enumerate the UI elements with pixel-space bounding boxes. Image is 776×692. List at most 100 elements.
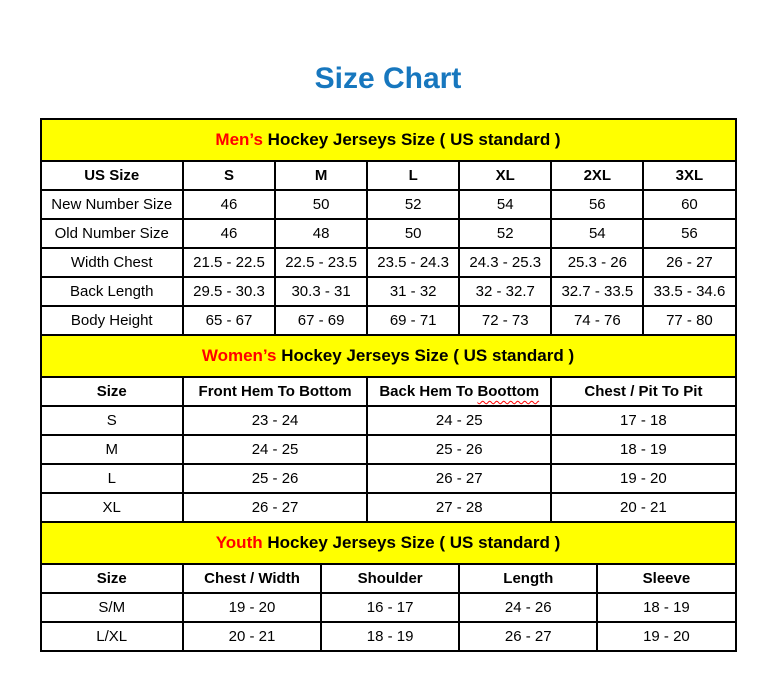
table-row: Width Chest 21.5 - 22.5 22.5 - 23.5 23.5 - … <box>39 247 737 278</box>
womens-size-table: Women’s Hockey Jerseys Size ( US standar… <box>39 334 737 523</box>
size-value: 24.3 - 25.3 <box>458 247 553 278</box>
table-row: M 24 - 25 25 - 26 18 - 19 <box>39 434 737 465</box>
banner-highlight-text: Women’s <box>201 346 277 365</box>
size-value: 54 <box>550 218 645 249</box>
table-row: S 23 - 24 24 - 25 17 - 18 <box>39 405 737 436</box>
size-value: 32.7 - 33.5 <box>550 276 645 307</box>
size-value: 23.5 - 24.3 <box>366 247 461 278</box>
size-value: 77 - 80 <box>642 305 737 336</box>
column-header: Shoulder <box>320 563 461 594</box>
column-header-row: Size Front Hem To Bottom Back Hem To Boott… <box>39 376 737 407</box>
size-value: 52 <box>366 189 461 220</box>
size-value: 52 <box>458 218 553 249</box>
size-value: 72 - 73 <box>458 305 553 336</box>
banner-text: Hockey Jerseys Size ( US standard ) <box>262 533 561 552</box>
size-value: 23 - 24 <box>181 405 369 436</box>
row-label: M <box>39 434 184 465</box>
size-value: 18 - 19 <box>550 434 737 465</box>
row-label: S <box>39 405 184 436</box>
size-value: 69 - 71 <box>366 305 461 336</box>
size-value: 32 - 32.7 <box>458 276 553 307</box>
size-tables: Men’s Hockey Jerseys Size ( US standard … <box>39 118 737 652</box>
size-value: 50 <box>366 218 461 249</box>
size-value: 27 - 28 <box>366 492 553 523</box>
column-header: 2XL <box>550 160 645 191</box>
column-header: Chest / Width <box>181 563 323 594</box>
size-value: 67 - 69 <box>274 305 369 336</box>
column-header: M <box>274 160 369 191</box>
row-label: Body Height <box>39 305 184 336</box>
size-value: 19 - 20 <box>596 621 737 652</box>
size-value: 33.5 - 34.6 <box>642 276 737 307</box>
row-label: L <box>39 463 184 494</box>
size-value: 18 - 19 <box>596 592 737 623</box>
column-header: S <box>181 160 277 191</box>
mens-size-table-banner: Men’s Hockey Jerseys Size ( US standard … <box>39 118 737 162</box>
table-row: Back Length 29.5 - 30.3 30.3 - 31 31 - 32 32… <box>39 276 737 307</box>
size-value: 50 <box>274 189 369 220</box>
table-row: XL 26 - 27 27 - 28 20 - 21 <box>39 492 737 523</box>
size-value: 24 - 25 <box>181 434 369 465</box>
size-value: 19 - 20 <box>181 592 323 623</box>
size-value: 25 - 26 <box>181 463 369 494</box>
column-header: Back Hem To Boottom <box>366 376 553 407</box>
size-value: 20 - 21 <box>550 492 737 523</box>
size-value: 21.5 - 22.5 <box>181 247 277 278</box>
size-value: 74 - 76 <box>550 305 645 336</box>
size-value: 24 - 25 <box>366 405 553 436</box>
size-value: 30.3 - 31 <box>274 276 369 307</box>
size-value: 29.5 - 30.3 <box>181 276 277 307</box>
table-row: L/XL 20 - 21 18 - 19 26 - 27 19 - 20 <box>39 621 737 652</box>
column-header: Sleeve <box>596 563 737 594</box>
size-value: 18 - 19 <box>320 621 461 652</box>
banner-text: Hockey Jerseys Size ( US standard ) <box>276 346 575 365</box>
mens-size-table-banner-row: Men’s Hockey Jerseys Size ( US standard … <box>39 118 737 162</box>
row-label: S/M <box>39 592 184 623</box>
banner-text: Hockey Jerseys Size ( US standard ) <box>262 130 561 149</box>
column-header: Length <box>458 563 599 594</box>
row-label: Back Length <box>39 276 184 307</box>
table-row: New Number Size 46 50 52 54 56 60 <box>39 189 737 220</box>
row-label: L/XL <box>39 621 184 652</box>
size-value: 25.3 - 26 <box>550 247 645 278</box>
page-title: Size Chart <box>314 62 462 95</box>
size-value: 26 - 27 <box>458 621 599 652</box>
youth-size-table: Youth Hockey Jerseys Size ( US standard … <box>39 521 737 652</box>
womens-size-table-banner-row: Women’s Hockey Jerseys Size ( US standar… <box>39 334 737 378</box>
table-row: Old Number Size 46 48 50 52 54 56 <box>39 218 737 249</box>
size-value: 24 - 26 <box>458 592 599 623</box>
size-value: 48 <box>274 218 369 249</box>
column-header: 3XL <box>642 160 737 191</box>
size-value: 46 <box>181 189 277 220</box>
column-header: L <box>366 160 461 191</box>
size-value: 65 - 67 <box>181 305 277 336</box>
column-header: Chest / Pit To Pit <box>550 376 737 407</box>
table-row: S/M 19 - 20 16 - 17 24 - 26 18 - 19 <box>39 592 737 623</box>
banner-highlight-text: Men’s <box>215 130 263 149</box>
table-row: Body Height 65 - 67 67 - 69 69 - 71 72 - 73 7… <box>39 305 737 336</box>
size-value: 25 - 26 <box>366 434 553 465</box>
size-value: 26 - 27 <box>181 492 369 523</box>
column-header: XL <box>458 160 553 191</box>
youth-size-table-banner: Youth Hockey Jerseys Size ( US standard … <box>39 521 737 565</box>
size-value: 56 <box>642 218 737 249</box>
column-header-row: US Size S M L XL 2XL 3XL <box>39 160 737 191</box>
size-value: 16 - 17 <box>320 592 461 623</box>
column-header: US Size <box>39 160 184 191</box>
size-value: 26 - 27 <box>366 463 553 494</box>
size-value: 19 - 20 <box>550 463 737 494</box>
size-value: 22.5 - 23.5 <box>274 247 369 278</box>
misspelled-word-squiggle: Boottom <box>477 383 540 400</box>
size-value: 20 - 21 <box>181 621 323 652</box>
row-label: New Number Size <box>39 189 184 220</box>
size-value: 17 - 18 <box>550 405 737 436</box>
row-label: Old Number Size <box>39 218 184 249</box>
size-value: 46 <box>181 218 277 249</box>
column-header: Size <box>39 563 184 594</box>
youth-size-table-banner-row: Youth Hockey Jerseys Size ( US standard … <box>39 521 737 565</box>
size-value: 56 <box>550 189 645 220</box>
column-header-row: Size Chest / Width Shoulder Length Sleeve <box>39 563 737 594</box>
column-header: Size <box>39 376 184 407</box>
table-row: L 25 - 26 26 - 27 19 - 20 <box>39 463 737 494</box>
